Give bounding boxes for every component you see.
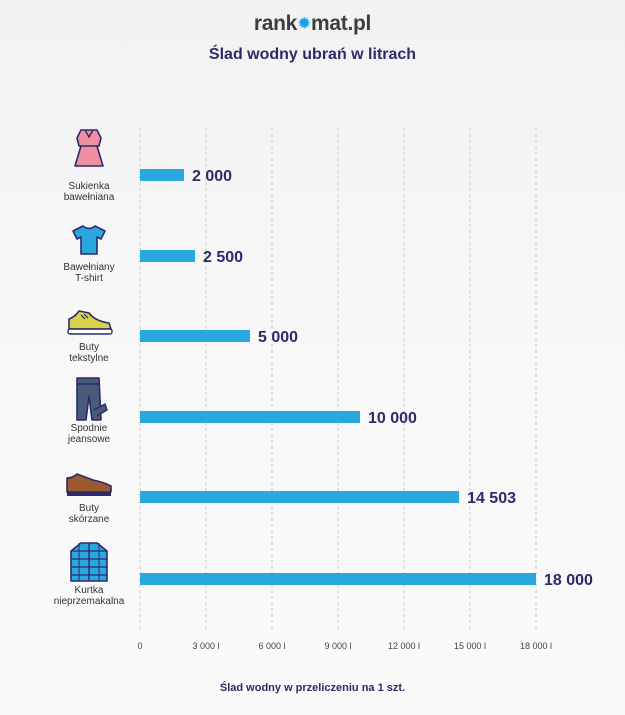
category-label: nieprzemakalna xyxy=(54,596,125,607)
value-label: 2 000 xyxy=(192,168,232,185)
jeans-icon xyxy=(76,377,108,421)
dress-icon xyxy=(74,129,104,167)
category-label: skórzane xyxy=(69,514,110,525)
star-icon: ✹ xyxy=(297,14,312,33)
x-tick-label: 0 xyxy=(137,641,142,651)
category-label: bawełniana xyxy=(64,192,115,203)
category-label: tekstylne xyxy=(69,353,109,364)
value-label: 10 000 xyxy=(368,410,417,427)
tshirt-icon xyxy=(72,225,106,255)
bars xyxy=(140,169,536,585)
gridlines xyxy=(139,128,537,632)
category-label: Spodnie xyxy=(71,423,108,434)
category-label: Sukienka xyxy=(68,181,110,192)
category-label: Buty xyxy=(79,342,99,353)
category-icons xyxy=(66,129,113,582)
chart-title: Ślad wodny ubrań w litrach xyxy=(208,46,417,63)
x-axis-label: Ślad wodny w przeliczeniu na 1 szt. xyxy=(219,682,406,694)
category-label: Bawełniany xyxy=(63,262,114,273)
value-label: 2 500 xyxy=(203,249,243,266)
x-tick-label: 9 000 l xyxy=(324,641,351,651)
x-tick-labels: 0 3 000 l 6 000 l 9 000 l 12 000 l 15 000 l 18… xyxy=(137,641,552,651)
x-tick-label: 18 000 l xyxy=(520,641,552,651)
category-label: jeansowe xyxy=(67,434,111,445)
value-label: 14 503 xyxy=(467,490,516,507)
x-tick-label: 15 000 l xyxy=(454,641,486,651)
brand-name-part1: rank xyxy=(253,12,298,35)
brand-logo: rank✹mat.pl xyxy=(0,12,625,36)
x-tick-label: 6 000 l xyxy=(258,641,285,651)
bar xyxy=(140,330,250,342)
bar xyxy=(140,250,195,262)
category-labels: SukienkabawełnianaBawełnianyT-shirtButyt… xyxy=(54,181,125,607)
x-tick-label: 3 000 l xyxy=(192,641,219,651)
category-label: Kurtka xyxy=(75,585,104,596)
jacket-icon xyxy=(70,542,108,582)
bar xyxy=(140,573,536,585)
leather-shoe-icon xyxy=(66,473,112,496)
value-label: 18 000 xyxy=(544,572,593,589)
bar xyxy=(140,491,460,503)
category-label: Buty xyxy=(79,503,99,514)
bar xyxy=(140,411,360,423)
value-label: 5 000 xyxy=(258,329,298,346)
brand-name-part2: mat.pl xyxy=(311,12,372,35)
x-tick-label: 12 000 l xyxy=(388,641,420,651)
category-label: T-shirt xyxy=(75,273,103,284)
bar xyxy=(140,169,184,181)
value-labels: 2 000 2 500 5 000 10 000 14 503 18 000 xyxy=(192,168,593,589)
sneaker-icon xyxy=(67,310,113,335)
